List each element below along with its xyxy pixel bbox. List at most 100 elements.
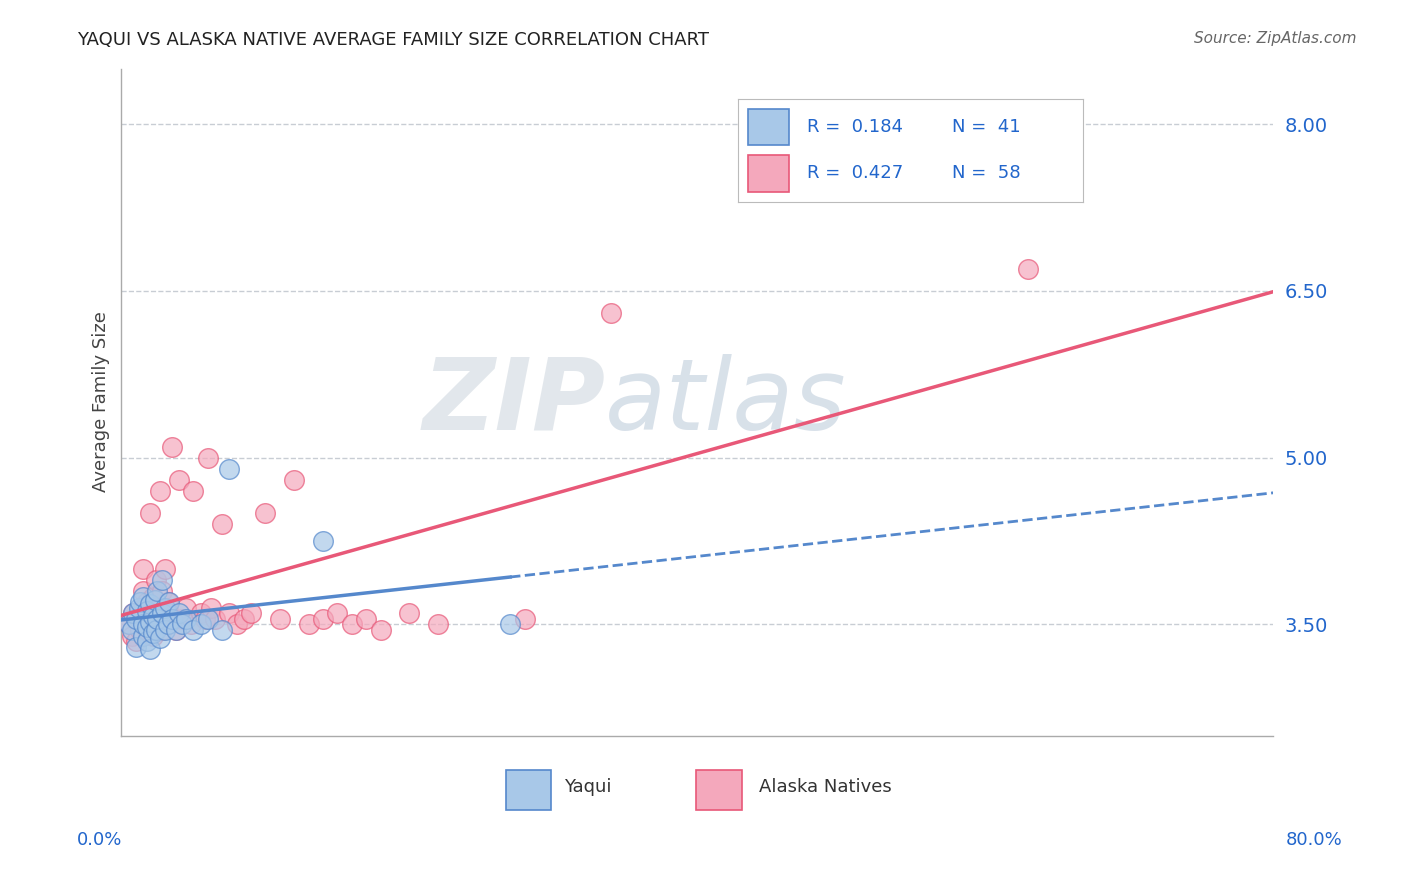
Point bbox=[145, 573, 167, 587]
Point bbox=[143, 607, 166, 621]
Point bbox=[370, 623, 392, 637]
Point bbox=[170, 612, 193, 626]
Point bbox=[156, 617, 179, 632]
Point bbox=[122, 607, 145, 621]
Point bbox=[312, 612, 335, 626]
Point bbox=[156, 595, 179, 609]
Point bbox=[194, 612, 217, 626]
Point bbox=[139, 612, 162, 626]
Text: atlas: atlas bbox=[605, 353, 846, 450]
Point bbox=[136, 634, 159, 648]
Point bbox=[197, 612, 219, 626]
Point bbox=[129, 623, 152, 637]
Point bbox=[135, 617, 157, 632]
Point bbox=[165, 623, 187, 637]
Point bbox=[211, 517, 233, 532]
Point bbox=[132, 562, 155, 576]
Point bbox=[190, 617, 212, 632]
Point bbox=[190, 607, 212, 621]
Point bbox=[513, 612, 536, 626]
Point bbox=[326, 607, 349, 621]
Y-axis label: Average Family Size: Average Family Size bbox=[93, 311, 110, 492]
Point bbox=[165, 623, 187, 637]
Point bbox=[143, 593, 166, 607]
Point bbox=[142, 590, 165, 604]
Point bbox=[240, 607, 263, 621]
Text: Source: ZipAtlas.com: Source: ZipAtlas.com bbox=[1194, 31, 1357, 46]
Point bbox=[160, 612, 183, 626]
Point bbox=[136, 595, 159, 609]
Point bbox=[225, 617, 247, 632]
Point bbox=[269, 612, 291, 626]
Point bbox=[146, 600, 169, 615]
Point bbox=[146, 612, 169, 626]
Point bbox=[297, 617, 319, 632]
Point bbox=[340, 617, 363, 632]
Point bbox=[218, 607, 240, 621]
Point bbox=[232, 612, 254, 626]
Point bbox=[1017, 261, 1039, 276]
Point bbox=[139, 641, 162, 656]
Point bbox=[139, 615, 162, 630]
Point bbox=[136, 619, 159, 633]
Point bbox=[121, 623, 143, 637]
Point bbox=[146, 584, 169, 599]
Point bbox=[211, 623, 233, 637]
Point bbox=[139, 506, 162, 520]
Point bbox=[125, 634, 148, 648]
Point bbox=[146, 617, 169, 632]
Point bbox=[142, 608, 165, 623]
Point bbox=[142, 628, 165, 642]
Point bbox=[153, 623, 176, 637]
Point bbox=[125, 612, 148, 626]
Point bbox=[180, 617, 202, 632]
Point bbox=[398, 607, 420, 621]
Point bbox=[125, 640, 148, 654]
Point bbox=[157, 607, 180, 621]
Point bbox=[167, 607, 190, 621]
Point bbox=[312, 534, 335, 549]
Point bbox=[117, 617, 139, 632]
Point bbox=[600, 306, 623, 320]
Point bbox=[283, 473, 305, 487]
Point bbox=[150, 584, 173, 599]
Point bbox=[117, 617, 139, 632]
Point bbox=[167, 473, 190, 487]
Point bbox=[149, 483, 172, 498]
Point bbox=[153, 562, 176, 576]
Point bbox=[150, 607, 173, 621]
Point bbox=[204, 612, 226, 626]
Point bbox=[183, 623, 205, 637]
Point bbox=[121, 628, 143, 642]
Point bbox=[183, 483, 205, 498]
Text: ZIP: ZIP bbox=[422, 353, 605, 450]
Point bbox=[128, 600, 150, 615]
Point bbox=[197, 450, 219, 465]
Point bbox=[254, 506, 277, 520]
Point bbox=[354, 612, 377, 626]
Point bbox=[136, 604, 159, 618]
Point bbox=[174, 600, 197, 615]
Point bbox=[132, 628, 155, 642]
Text: 80.0%: 80.0% bbox=[1286, 831, 1343, 849]
Point bbox=[128, 612, 150, 626]
Point bbox=[160, 440, 183, 454]
Point bbox=[145, 623, 167, 637]
Point bbox=[153, 612, 176, 626]
Point bbox=[149, 631, 172, 645]
Point bbox=[142, 626, 165, 640]
Point bbox=[136, 623, 159, 637]
Point bbox=[132, 590, 155, 604]
Point bbox=[174, 612, 197, 626]
Point bbox=[427, 617, 450, 632]
Point bbox=[499, 617, 522, 632]
Text: YAQUI VS ALASKA NATIVE AVERAGE FAMILY SIZE CORRELATION CHART: YAQUI VS ALASKA NATIVE AVERAGE FAMILY SI… bbox=[77, 31, 710, 49]
Point bbox=[129, 595, 152, 609]
Point bbox=[200, 600, 222, 615]
Point bbox=[132, 584, 155, 599]
Point bbox=[153, 600, 176, 615]
Point bbox=[170, 617, 193, 632]
Point bbox=[132, 600, 155, 615]
Point bbox=[139, 598, 162, 612]
Point bbox=[122, 607, 145, 621]
